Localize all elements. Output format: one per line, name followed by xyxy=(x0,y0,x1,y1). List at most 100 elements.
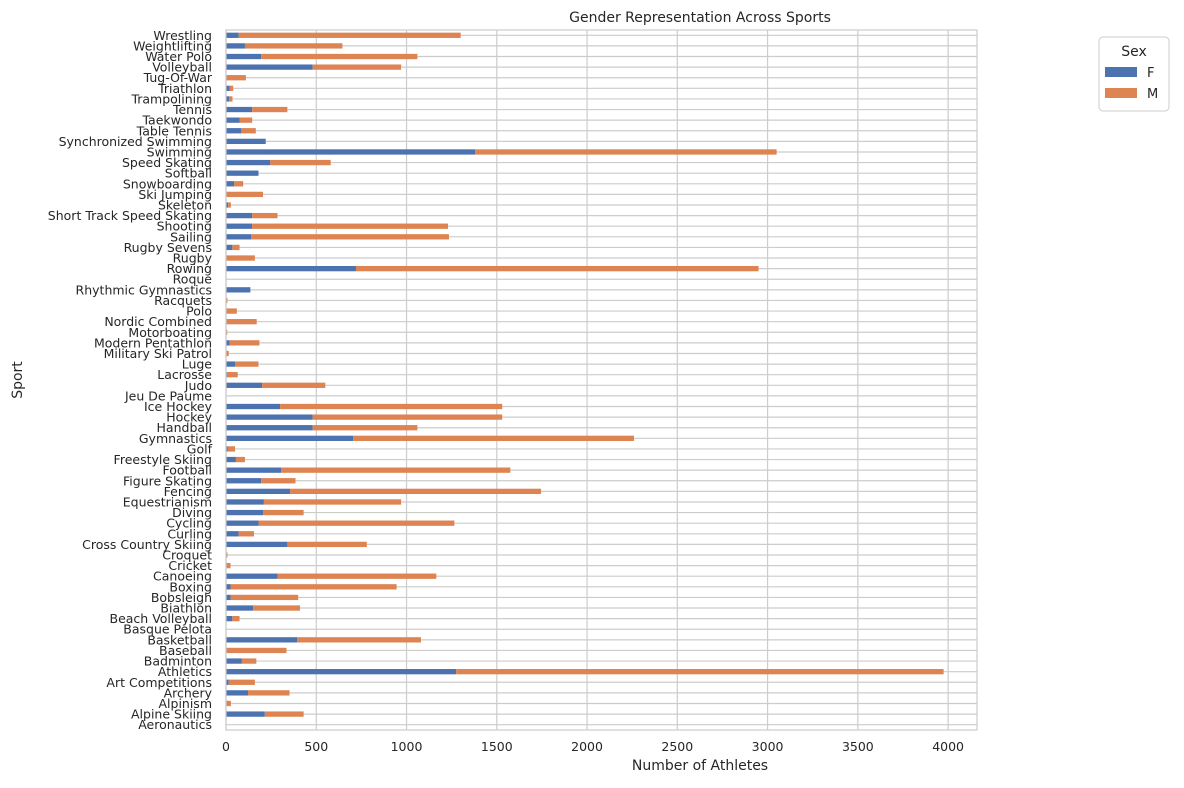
bar-water-polo-f xyxy=(226,54,261,59)
bar-taekwondo-m xyxy=(240,118,253,123)
bar-wrestling-f xyxy=(226,33,239,38)
bar-wrestling-m xyxy=(239,33,461,38)
bar-boxing-m xyxy=(231,584,397,589)
bar-fencing-m xyxy=(290,489,541,494)
bar-snowboarding-f xyxy=(226,181,234,186)
bar-football-m xyxy=(281,468,510,473)
bar-handball-f xyxy=(226,425,313,430)
plot-frame xyxy=(226,30,977,730)
legend-swatch-f xyxy=(1105,67,1137,77)
bar-figure-skating-f xyxy=(226,478,261,483)
bar-boxing-f xyxy=(226,584,231,589)
bar-snowboarding-m xyxy=(234,181,243,186)
bar-rowing-m xyxy=(356,266,759,271)
bar-alpine-skiing-m xyxy=(265,711,304,716)
bar-nordic-combined-m xyxy=(226,319,257,324)
bar-alpine-skiing-f xyxy=(226,711,265,716)
bar-luge-m xyxy=(235,361,258,366)
bar-taekwondo-f xyxy=(226,118,240,123)
bar-swimming-m xyxy=(475,149,776,154)
bar-judo-f xyxy=(226,383,262,388)
bar-cycling-m xyxy=(258,521,454,526)
bar-weightlifting-m xyxy=(245,43,342,48)
bar-gymnastics-m xyxy=(353,436,634,441)
bar-fencing-f xyxy=(226,489,290,494)
x-tick-label: 1500 xyxy=(481,739,513,754)
bar-archery-m xyxy=(248,690,290,695)
bar-synchronized-swimming-f xyxy=(226,139,266,144)
bar-hockey-m xyxy=(313,414,503,419)
bar-baseball-m xyxy=(226,648,286,653)
bar-shooting-m xyxy=(252,224,448,229)
bar-canoeing-m xyxy=(277,574,436,579)
bar-bobsleigh-f xyxy=(226,595,231,600)
bar-rugby-m xyxy=(226,255,255,260)
bar-athletics-f xyxy=(226,669,456,674)
bar-golf-m xyxy=(228,446,235,451)
bar-water-polo-m xyxy=(261,54,417,59)
bar-curling-f xyxy=(226,531,239,536)
bar-shooting-f xyxy=(226,224,252,229)
x-tick-label: 3500 xyxy=(842,739,874,754)
bar-diving-m xyxy=(263,510,304,515)
bar-table-tennis-m xyxy=(241,128,255,133)
bar-biathlon-m xyxy=(253,605,300,610)
bar-short-track-speed-skating-m xyxy=(252,213,277,218)
bar-diving-f xyxy=(226,510,263,515)
legend-title: Sex xyxy=(1121,44,1147,60)
bar-bobsleigh-m xyxy=(231,595,299,600)
bar-rowing-f xyxy=(226,266,356,271)
bar-cross-country-skiing-m xyxy=(287,542,366,547)
bar-curling-m xyxy=(239,531,254,536)
bar-rhythmic-gymnastics-f xyxy=(226,287,250,292)
x-tick-label: 2500 xyxy=(661,739,693,754)
bar-volleyball-m xyxy=(313,64,401,69)
bar-luge-f xyxy=(226,361,235,366)
bar-beach-volleyball-f xyxy=(226,616,232,621)
legend-swatch-m xyxy=(1105,88,1137,98)
bar-badminton-m xyxy=(242,658,256,663)
bar-judo-m xyxy=(262,383,325,388)
bar-basketball-m xyxy=(297,637,421,642)
y-axis-label: Sport xyxy=(10,361,26,399)
x-tick-label: 1000 xyxy=(391,739,423,754)
bar-weightlifting-f xyxy=(226,43,245,48)
bar-canoeing-f xyxy=(226,574,277,579)
bar-freestyle-skiing-m xyxy=(236,457,245,462)
legend-label-m: M xyxy=(1147,87,1158,102)
bar-tug-of-war-m xyxy=(226,75,246,80)
bar-ice-hockey-m xyxy=(280,404,502,409)
bar-archery-f xyxy=(226,690,248,695)
bar-basketball-f xyxy=(226,637,297,642)
bar-softball-f xyxy=(226,171,258,176)
bar-badminton-f xyxy=(226,658,242,663)
y-tick-label: Wrestling xyxy=(153,28,212,43)
bar-volleyball-f xyxy=(226,64,313,69)
x-tick-label: 500 xyxy=(304,739,328,754)
x-tick-label: 0 xyxy=(222,739,230,754)
x-tick-label: 3000 xyxy=(752,739,784,754)
chart-title: Gender Representation Across Sports xyxy=(569,10,831,26)
legend: Sex F M xyxy=(1099,37,1169,111)
bar-gymnastics-f xyxy=(226,436,353,441)
bar-sailing-f xyxy=(226,234,251,239)
bar-cycling-f xyxy=(226,521,258,526)
bar-equestrianism-m xyxy=(264,499,401,504)
bar-ski-jumping-m xyxy=(226,192,263,197)
bar-tennis-m xyxy=(252,107,287,112)
bar-alpinism-m xyxy=(226,701,231,706)
bar-modern-pentathlon-m xyxy=(230,340,260,345)
bar-speed-skating-m xyxy=(270,160,330,165)
bar-freestyle-skiing-f xyxy=(226,457,236,462)
bar-speed-skating-f xyxy=(226,160,270,165)
bar-table-tennis-f xyxy=(226,128,241,133)
bar-rugby-sevens-m xyxy=(232,245,239,250)
bar-skeleton-m xyxy=(228,202,231,207)
bar-football-f xyxy=(226,468,281,473)
bar-croquet-m xyxy=(227,552,228,557)
bar-tennis-f xyxy=(226,107,252,112)
